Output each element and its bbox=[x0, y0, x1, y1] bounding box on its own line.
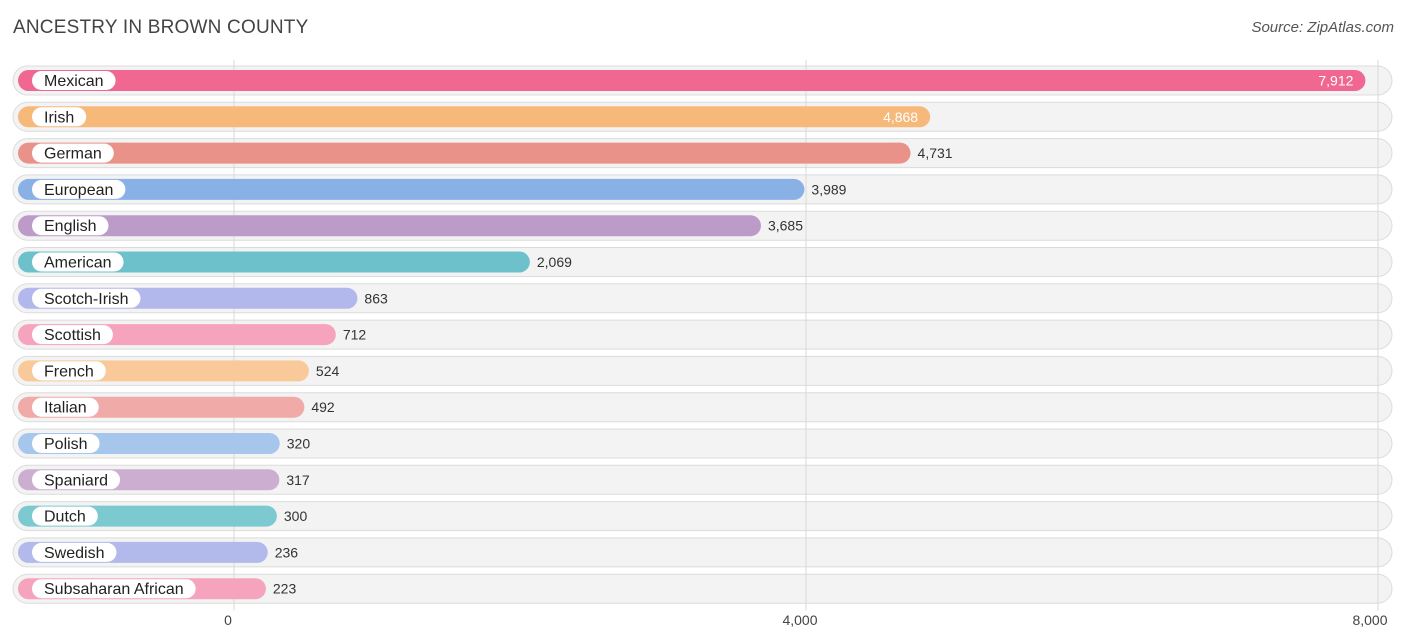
value-label: 4,868 bbox=[883, 109, 918, 125]
category-label: Scotch-Irish bbox=[44, 291, 128, 308]
chart-title: ANCESTRY IN BROWN COUNTY bbox=[13, 17, 309, 38]
category-label-pill bbox=[32, 179, 126, 199]
bars: Mexican 7,912 Irish 4,868 German 4,731 Europea… bbox=[18, 70, 1366, 600]
value-label: 3,989 bbox=[811, 181, 846, 197]
value-label: 320 bbox=[287, 436, 311, 452]
row-background bbox=[12, 355, 1393, 386]
category-label-pill bbox=[32, 325, 113, 345]
bar-row: Mexican 7,912 bbox=[18, 70, 1366, 91]
category-label: Mexican bbox=[44, 73, 104, 90]
category-label: American bbox=[44, 255, 112, 272]
category-label-pill bbox=[32, 252, 124, 272]
bar bbox=[18, 70, 1366, 91]
value-label: 3,685 bbox=[768, 218, 803, 234]
chart-source: Source: ZipAtlas.com bbox=[1251, 19, 1394, 36]
row-background bbox=[12, 319, 1393, 350]
row-background bbox=[12, 537, 1393, 568]
value-label: 2,069 bbox=[537, 254, 572, 270]
category-label-pill bbox=[32, 434, 100, 453]
row-background bbox=[12, 283, 1393, 314]
row-background bbox=[12, 428, 1393, 459]
category-label-pill bbox=[32, 216, 109, 236]
value-label: 492 bbox=[311, 399, 335, 415]
bar bbox=[18, 178, 805, 200]
category-label: English bbox=[44, 218, 96, 235]
category-label: Subsaharan African bbox=[44, 581, 184, 598]
bar-row: Scotch-Irish 863 bbox=[18, 287, 388, 309]
category-label-pill bbox=[32, 579, 196, 599]
category-label: Spaniard bbox=[44, 472, 108, 489]
bar-row: American 2,069 bbox=[18, 251, 572, 273]
bar-row: English 3,685 bbox=[18, 215, 803, 237]
value-label: 712 bbox=[343, 327, 367, 343]
category-label-pill bbox=[32, 470, 121, 490]
row-background bbox=[12, 392, 1393, 423]
category-label-pill bbox=[32, 107, 87, 127]
category-label: French bbox=[44, 363, 94, 380]
value-label: 300 bbox=[284, 508, 308, 524]
bar-row: Irish 4,868 bbox=[18, 106, 931, 128]
bar bbox=[18, 251, 530, 273]
category-label-pill bbox=[32, 397, 99, 417]
category-label: Swedish bbox=[44, 545, 104, 562]
x-axis-ticks: 0 4,000 8,000 bbox=[224, 612, 1388, 628]
value-label: 863 bbox=[364, 290, 388, 306]
category-label: German bbox=[44, 146, 102, 163]
category-label-pill bbox=[32, 361, 106, 381]
row-background bbox=[12, 573, 1393, 604]
tick-label: 4,000 bbox=[782, 612, 817, 628]
row-background bbox=[12, 464, 1393, 495]
value-label: 7,912 bbox=[1318, 73, 1353, 89]
value-label: 317 bbox=[286, 472, 310, 488]
category-label-pill bbox=[32, 542, 117, 562]
category-label: Irish bbox=[44, 109, 74, 126]
category-label: Scottish bbox=[44, 327, 101, 344]
category-label-pill bbox=[32, 506, 98, 526]
bar-row: Dutch 300 bbox=[18, 505, 308, 527]
category-label: European bbox=[44, 182, 113, 199]
tick-label: 0 bbox=[224, 612, 232, 628]
bar-row: Scottish 712 bbox=[18, 324, 367, 346]
category-label-pill bbox=[32, 288, 141, 308]
bar-row: Italian 492 bbox=[18, 396, 335, 418]
value-label: 223 bbox=[273, 581, 297, 597]
bar-row: German 4,731 bbox=[18, 142, 953, 164]
category-label-pill bbox=[32, 143, 114, 163]
bar-row: European 3,989 bbox=[18, 178, 847, 200]
bar bbox=[18, 142, 911, 164]
bar-row: French 524 bbox=[18, 360, 340, 382]
bar-row: Spaniard 317 bbox=[18, 469, 310, 491]
bar-row: Subsaharan African 223 bbox=[18, 578, 297, 600]
value-label: 4,731 bbox=[918, 145, 953, 161]
tick-label: 8,000 bbox=[1352, 612, 1387, 628]
category-label: Dutch bbox=[44, 509, 86, 526]
value-label: 236 bbox=[275, 544, 299, 560]
bar-row: Swedish 236 bbox=[18, 541, 299, 563]
bar bbox=[18, 215, 761, 237]
category-label: Italian bbox=[44, 400, 87, 417]
category-label: Polish bbox=[44, 436, 88, 453]
row-background bbox=[12, 501, 1393, 532]
category-label-pill bbox=[32, 71, 116, 90]
bar-row: Polish 320 bbox=[18, 433, 310, 454]
value-label: 524 bbox=[316, 363, 340, 379]
bar bbox=[18, 106, 931, 128]
